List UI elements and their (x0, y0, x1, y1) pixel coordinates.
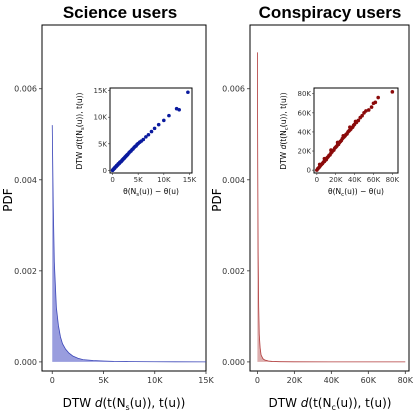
x-tick-label: 20K (287, 376, 303, 385)
inset-point (353, 119, 358, 124)
inset-points-conspiracy (315, 90, 395, 172)
y-tick-label: 0.002 (14, 267, 37, 276)
density-line-conspiracy (256, 52, 406, 363)
x-tick-label: 5K (98, 376, 109, 385)
inset-point (356, 118, 361, 123)
inset-point (366, 108, 371, 112)
inset-x-label-science: θ(Ns(u)) − θ(u) (123, 187, 179, 198)
y-tick-label: 0.004 (222, 176, 245, 185)
y-tick-label: 0.004 (14, 176, 37, 185)
inset-point (364, 109, 368, 113)
chart-title-science: Science users (63, 3, 177, 22)
y-tick-label: 0.006 (14, 85, 37, 94)
inset-point (141, 137, 146, 142)
y-tick-label: 0.006 (222, 85, 245, 94)
inset-x-tick-label: 20K (329, 176, 343, 184)
inset-y-tick-label: 60K (298, 109, 312, 117)
density-line-science (51, 125, 207, 363)
inset-x-tick-label: 0 (315, 176, 319, 184)
axis-ticks-science: 0 5K 10K 15K 0.000 0.002 0.004 0.006 (14, 85, 214, 385)
inset-ticks-science: 0 5K 10K 15K 0 5K 10K 15K (94, 87, 197, 184)
y-axis-label-conspiracy: PDF (210, 188, 224, 211)
panel-conspiracy: Conspiracy users 0 20K 40K 60K 80K 0.000 0.002… (210, 3, 414, 412)
x-axis-label-science: DTW d(t(Ns(u)), t(u)) (63, 396, 186, 412)
y-tick-label: 0.000 (222, 358, 245, 367)
y-tick-label: 0.000 (14, 358, 37, 367)
inset-ticks-conspiracy: 0 20K 40K 60K 80K 0 20K 40K 60K 80K (298, 90, 400, 184)
inset-point (186, 90, 190, 95)
inset-y-tick-label: 0 (103, 167, 107, 175)
panel-science: Science users 0 5K 10K 15K 0.000 0.002 0.004 0.… (1, 3, 214, 412)
inset-y-tick-label: 5K (98, 140, 107, 148)
inset-y-label-conspiracy: DTW d(t(Nc(u)), t(u)) (279, 92, 290, 169)
inset-point (341, 133, 346, 138)
inset-points-science (110, 90, 190, 173)
inset-y-tick-label: 20K (298, 148, 312, 156)
inset-x-tick-label: 5K (134, 176, 143, 184)
inset-point (167, 113, 171, 118)
inset-point (335, 140, 340, 145)
inset-point (149, 129, 154, 134)
y-axis-label-science: PDF (1, 188, 15, 211)
inset-x-tick-label: 10K (157, 176, 171, 184)
inset-point (156, 122, 161, 127)
x-tick-label: 60K (361, 376, 377, 385)
inset-point (177, 107, 181, 112)
inset-point (152, 126, 157, 131)
inset-point (317, 162, 322, 167)
inset-point (373, 100, 378, 105)
inset-conspiracy: 0 20K 40K 60K 80K 0 20K 40K 60K 80K θ(Nc(u)) − θ(… (279, 87, 400, 198)
inset-x-tick-label: 60K (367, 176, 381, 184)
x-tick-label: 80K (398, 376, 414, 385)
inset-y-tick-label: 40K (298, 128, 312, 136)
axis-ticks-conspiracy: 0 20K 40K 60K 80K 0.000 0.002 0.004 0.006 (222, 85, 414, 385)
inset-point (369, 105, 374, 109)
y-tick-label: 0.002 (222, 267, 245, 276)
inset-y-tick-label: 15K (94, 87, 108, 95)
x-tick-label: 0 (50, 376, 55, 385)
x-tick-label: 0 (255, 376, 260, 385)
inset-point (162, 118, 166, 123)
inset-point (360, 113, 364, 118)
plot-frame-conspiracy (249, 24, 410, 372)
x-tick-label: 40K (324, 376, 340, 385)
inset-y-tick-label: 80K (298, 90, 312, 98)
inset-x-tick-label: 0 (110, 176, 114, 184)
x-tick-label: 10K (147, 376, 163, 385)
inset-point (144, 135, 148, 139)
inset-y-tick-label: 10K (94, 114, 108, 122)
chart-title-conspiracy: Conspiracy users (259, 3, 402, 22)
inset-point (329, 148, 333, 152)
plot-frame-science (41, 24, 207, 372)
inset-science: 0 5K 10K 15K 0 5K 10K 15K θ(Ns(u)) − θ(u) DTW d… (75, 87, 197, 198)
inset-x-tick-label: 15K (183, 176, 197, 184)
inset-point (322, 156, 327, 161)
x-tick-label: 15K (198, 376, 214, 385)
x-axis-label-conspiracy: DTW d(t(Nc(u)), t(u)) (269, 396, 392, 412)
inset-point (146, 132, 151, 137)
inset-point (376, 95, 380, 100)
inset-x-tick-label: 40K (348, 176, 362, 184)
inset-y-tick-label: 0 (307, 167, 311, 175)
inset-x-tick-label: 80K (386, 176, 400, 184)
inset-point (348, 125, 352, 129)
inset-x-label-conspiracy: θ(Nc(u)) − θ(u) (328, 187, 384, 198)
inset-point (390, 90, 395, 94)
inset-y-label-science: DTW d(t(Ns(u)), t(u)) (75, 92, 86, 169)
